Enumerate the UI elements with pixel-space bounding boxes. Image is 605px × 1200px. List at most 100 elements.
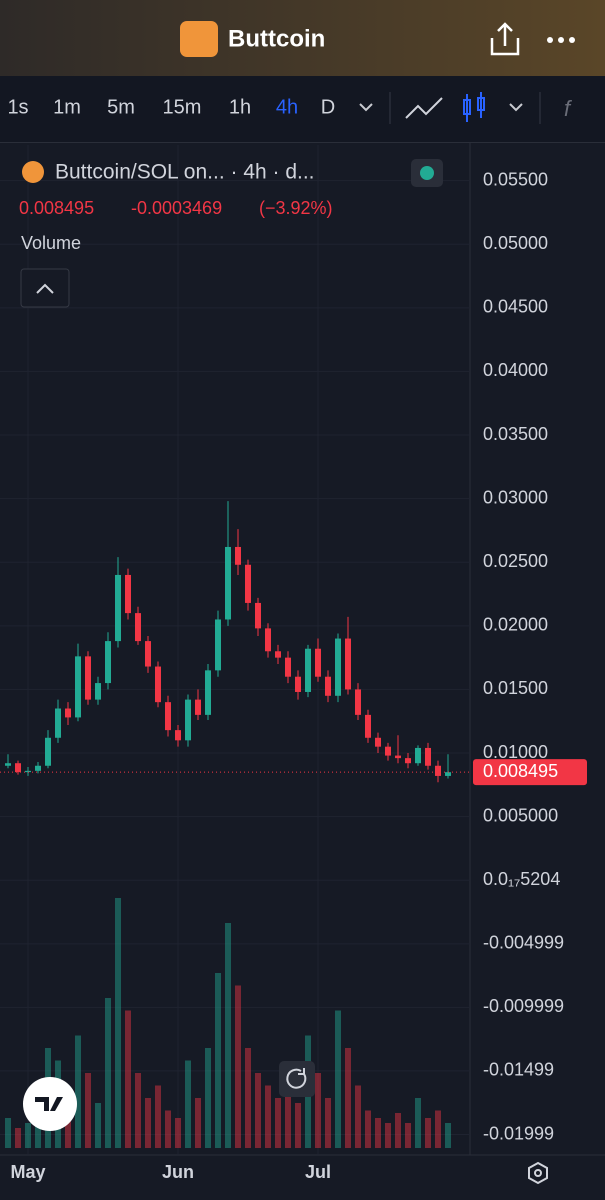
- collapse-button[interactable]: [20, 268, 70, 308]
- y-tick-label: -0.01999: [483, 1123, 554, 1143]
- candle-body: [375, 737, 381, 747]
- interval-button[interactable]: 4h: [276, 96, 298, 118]
- volume-bar: [245, 1048, 251, 1148]
- candle-body: [315, 648, 321, 677]
- interval-button[interactable]: 1h: [229, 96, 251, 118]
- volume-bar: [315, 1073, 321, 1148]
- volume-bar: [385, 1123, 391, 1148]
- volume-bar: [185, 1060, 191, 1148]
- y-tick-label: -0.004999: [483, 933, 564, 953]
- volume-bar: [295, 1103, 301, 1148]
- candle-body: [55, 708, 61, 738]
- y-tick-label: 0.0₁₇5204: [483, 869, 560, 889]
- candle-body: [195, 699, 201, 715]
- candle-body: [215, 619, 221, 671]
- candle-body: [125, 574, 131, 614]
- app-icon[interactable]: [180, 21, 218, 57]
- volume-bar: [105, 998, 111, 1148]
- candle-body: [365, 714, 371, 738]
- volume-bar: [355, 1085, 361, 1148]
- candle-body: [205, 670, 211, 715]
- volume-bar: [405, 1123, 411, 1148]
- volume-bar: [5, 1118, 11, 1148]
- candle-body: [295, 676, 301, 692]
- y-tick-label: 0.005000: [483, 805, 558, 825]
- dropdown[interactable]: [509, 103, 523, 112]
- candle-body: [225, 546, 231, 620]
- interval-button[interactable]: 5m: [107, 96, 135, 118]
- volume-bar: [395, 1113, 401, 1148]
- volume-bar: [35, 1113, 41, 1148]
- candle-body: [415, 747, 421, 764]
- x-tick-label: Jun: [162, 1162, 194, 1182]
- x-tick-label: Jul: [305, 1162, 331, 1182]
- candle-body: [405, 758, 411, 764]
- volume-bar: [225, 923, 231, 1148]
- volume-label: Volume: [21, 233, 81, 253]
- volume-bar: [265, 1085, 271, 1148]
- volume-bar: [25, 1123, 31, 1148]
- dropdown[interactable]: [359, 103, 373, 112]
- volume-bar: [375, 1118, 381, 1148]
- volume-bar: [345, 1048, 351, 1148]
- volume-bar: [335, 1010, 341, 1148]
- volume-bar: [235, 985, 241, 1148]
- candle-body: [275, 651, 281, 658]
- interval-button[interactable]: 1m: [53, 96, 81, 118]
- tv-logo-mark: [35, 1097, 63, 1111]
- candle-body: [95, 683, 101, 700]
- candle-body: [175, 730, 181, 741]
- volume-bar: [85, 1073, 91, 1148]
- fx-icon[interactable]: f: [564, 96, 573, 121]
- reset-button[interactable]: [279, 1061, 315, 1097]
- last-price-label: 0.008495: [483, 761, 558, 781]
- y-tick-label: 0.04500: [483, 297, 548, 317]
- more-icon[interactable]: [547, 37, 575, 43]
- volume-bar: [445, 1123, 451, 1148]
- chart: [0, 145, 470, 1155]
- volume-bar: [165, 1110, 171, 1148]
- candle-body: [355, 689, 361, 715]
- header-title: Buttcoin: [228, 25, 325, 52]
- line-chart-icon[interactable]: [405, 97, 443, 119]
- legend-last: 0.008495: [19, 198, 94, 218]
- tv-logo[interactable]: [23, 1077, 77, 1131]
- legend-change-pct: (−3.92%): [259, 198, 333, 218]
- volume-bar: [195, 1098, 201, 1148]
- volume-bar: [135, 1073, 141, 1148]
- y-tick-label: 0.05000: [483, 233, 548, 253]
- interval-button[interactable]: 15m: [163, 96, 202, 118]
- legend-change: -0.0003469: [131, 198, 222, 218]
- candle-icon[interactable]: [463, 92, 485, 122]
- settings-icon-dot: [534, 1169, 542, 1177]
- candle-body: [285, 657, 291, 677]
- volume-bar: [285, 1093, 291, 1148]
- candle-body: [15, 763, 21, 773]
- x-tick-label: May: [10, 1162, 45, 1182]
- candle-body: [345, 638, 351, 690]
- candle-body: [445, 772, 451, 776]
- y-tick-label: 0.03000: [483, 487, 548, 507]
- interval-button[interactable]: D: [321, 96, 335, 118]
- candle-body: [135, 613, 141, 642]
- separator: [0, 142, 605, 143]
- candle-body: [85, 656, 91, 700]
- y-tick-label: 0.02000: [483, 615, 548, 635]
- candle-body: [35, 765, 41, 771]
- y-tick-label: 0.03500: [483, 424, 548, 444]
- volume-bar: [75, 1035, 81, 1148]
- symbol-title: Buttcoin/SOL on... · 4h · d...: [55, 161, 315, 184]
- volume-bar: [255, 1073, 261, 1148]
- candle-body: [75, 656, 81, 718]
- volume-bar: [145, 1098, 151, 1148]
- candle-body: [325, 676, 331, 696]
- share-icon[interactable]: [490, 22, 520, 56]
- volume-bar: [95, 1103, 101, 1148]
- volume-bar: [215, 973, 221, 1148]
- volume-bar: [415, 1098, 421, 1148]
- settings-icon[interactable]: [528, 1161, 548, 1185]
- interval-button[interactable]: 1s: [7, 96, 28, 118]
- volume-bar: [275, 1098, 281, 1148]
- candle-body: [65, 708, 71, 718]
